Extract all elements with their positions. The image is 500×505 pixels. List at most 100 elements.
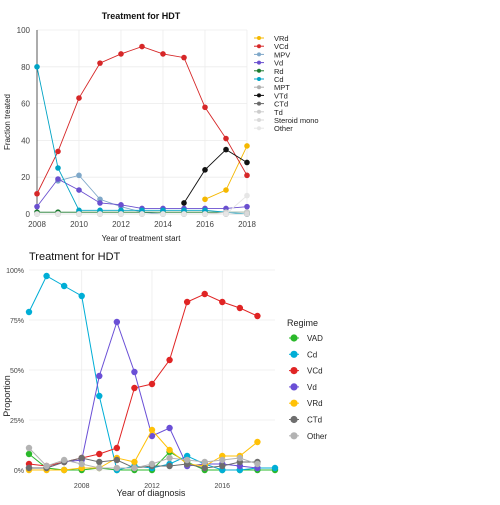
top-point-vcd xyxy=(118,51,124,57)
chart-bottom-tick-labels: 0% 25% 50% 75% 100% 2008 2012 2016 xyxy=(6,268,230,490)
chart-bottom-grid xyxy=(29,269,275,471)
top-legend-label: Steroid mono xyxy=(274,116,319,125)
top-xtick-label: 2016 xyxy=(196,220,214,229)
bot-point-ctd xyxy=(25,464,33,472)
top-ytick-label: 100 xyxy=(17,26,31,35)
bot-point-cd xyxy=(78,292,85,300)
chart-bottom-series-group xyxy=(25,272,279,474)
top-series-vtd xyxy=(181,146,250,206)
bot-point-vd xyxy=(96,372,103,380)
bot-legend-label: VAD xyxy=(307,334,323,343)
top-legend-item-steroid-mono: Steroid mono xyxy=(254,116,319,125)
chart-bottom-title: Treatment for HDT xyxy=(29,251,121,263)
bot-point-other xyxy=(60,456,68,464)
top-point-other xyxy=(34,211,40,217)
top-point-vd xyxy=(97,200,103,206)
top-legend-marker xyxy=(257,85,261,90)
top-legend-label: VRd xyxy=(274,34,289,43)
bot-point-vrd xyxy=(254,438,261,446)
bot-point-vd xyxy=(148,432,156,440)
bot-point-vcd xyxy=(113,444,121,452)
top-point-other xyxy=(97,211,103,217)
bot-ytick-label: 100% xyxy=(6,268,24,275)
top-legend-label: CTd xyxy=(274,100,288,109)
bot-point-other xyxy=(236,454,244,462)
bot-point-other xyxy=(201,458,208,466)
bot-legend-item-vcd: VCd xyxy=(289,367,323,376)
top-point-vd xyxy=(34,203,40,210)
bot-legend-marker xyxy=(290,399,298,407)
bot-legend-label: CTd xyxy=(307,416,322,425)
top-ytick-label: 60 xyxy=(21,100,30,109)
top-point-vcd xyxy=(181,54,187,61)
bot-ytick-label: 50% xyxy=(10,368,24,375)
bot-point-cd xyxy=(271,464,279,472)
top-legend-item-vcd: VCd xyxy=(254,42,289,51)
bot-point-cd xyxy=(96,392,103,400)
top-legend-marker xyxy=(257,93,261,98)
top-point-mpv xyxy=(76,172,82,179)
bot-point-vd xyxy=(166,424,173,432)
top-series-vrd xyxy=(202,143,250,203)
top-line-vd xyxy=(36,178,248,209)
bot-point-vcd xyxy=(201,290,208,298)
bot-xtick-label: 2012 xyxy=(144,483,160,490)
bot-series-vd xyxy=(25,318,261,472)
chart-top-ylabel: Fraction treated xyxy=(3,94,12,150)
bot-point-ctd xyxy=(166,462,173,470)
top-legend-item-rd: Rd xyxy=(254,67,284,76)
chart-top-tick-labels: 0 20 40 60 80 100 2008 2010 2012 2014 2016 2018 xyxy=(17,26,257,229)
chart-bottom: Treatment for HDT Year of diagnosis Prop… xyxy=(2,251,327,498)
bot-series-ctd xyxy=(25,454,261,472)
bot-point-vad xyxy=(25,450,33,458)
bot-point-other xyxy=(254,460,261,468)
top-ytick-label: 40 xyxy=(21,136,30,145)
top-legend-marker xyxy=(257,118,261,122)
top-point-vcd xyxy=(76,95,82,101)
bot-legend-item-vd: Vd xyxy=(289,383,317,392)
top-point-cd xyxy=(34,64,40,70)
bot-legend-label: VRd xyxy=(307,399,323,408)
top-point-vcd xyxy=(55,148,61,155)
bot-point-vrd xyxy=(131,458,138,466)
top-legend-marker xyxy=(257,77,261,81)
bot-point-vcd xyxy=(183,298,191,306)
top-legend-marker xyxy=(257,109,261,114)
bot-point-ctd xyxy=(201,464,208,472)
top-point-vd xyxy=(76,187,82,193)
top-point-vd xyxy=(118,202,124,208)
bot-legend-marker xyxy=(290,415,298,424)
bot-ytick-label: 75% xyxy=(10,318,24,325)
top-legend-item-vd: Vd xyxy=(254,59,283,68)
chart-bottom-legend-title: Regime xyxy=(287,318,318,328)
top-point-other xyxy=(223,211,229,217)
top-xtick-label: 2010 xyxy=(70,220,88,229)
bot-point-ctd xyxy=(78,454,85,462)
bot-point-vrd xyxy=(148,426,156,434)
top-xtick-label: 2008 xyxy=(28,220,46,229)
top-legend-marker xyxy=(257,60,261,65)
chart-top-xlabel: Year of treatment start xyxy=(102,234,182,243)
top-legend-item-td: Td xyxy=(254,108,283,117)
bot-legend-item-ctd: CTd xyxy=(289,416,322,425)
bot-point-cd xyxy=(60,282,68,290)
bot-legend-marker xyxy=(290,432,298,440)
top-legend-label: Td xyxy=(274,108,283,117)
bot-point-other xyxy=(131,464,138,472)
bot-series-vcd xyxy=(25,290,261,470)
top-point-steroid-mono xyxy=(244,211,250,217)
bot-point-vcd xyxy=(131,384,138,392)
top-legend-label: VTd xyxy=(274,91,288,100)
bot-point-vd xyxy=(131,368,138,376)
bot-point-vcd xyxy=(236,304,244,312)
top-point-vcd xyxy=(139,43,145,50)
bot-legend-marker xyxy=(290,334,298,342)
top-legend-item-vrd: VRd xyxy=(254,34,289,43)
top-legend-label: Vd xyxy=(274,59,283,68)
top-legend-marker xyxy=(257,44,261,49)
chart-bottom-xlabel: Year of diagnosis xyxy=(117,488,186,498)
top-point-vtd xyxy=(223,146,229,153)
top-legend-marker xyxy=(257,101,261,106)
bot-point-other xyxy=(25,444,33,452)
